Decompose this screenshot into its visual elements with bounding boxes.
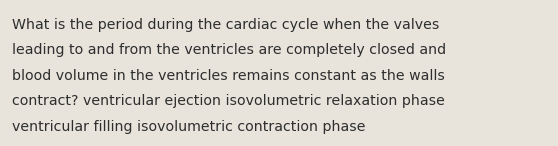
- Text: What is the period during the cardiac cycle when the valves: What is the period during the cardiac cy…: [12, 18, 440, 32]
- Text: ventricular filling isovolumetric contraction phase: ventricular filling isovolumetric contra…: [12, 120, 366, 134]
- Text: blood volume in the ventricles remains constant as the walls: blood volume in the ventricles remains c…: [12, 69, 445, 83]
- Text: contract? ventricular ejection isovolumetric relaxation phase: contract? ventricular ejection isovolume…: [12, 94, 445, 108]
- Text: leading to and from the ventricles are completely closed and: leading to and from the ventricles are c…: [12, 43, 446, 57]
